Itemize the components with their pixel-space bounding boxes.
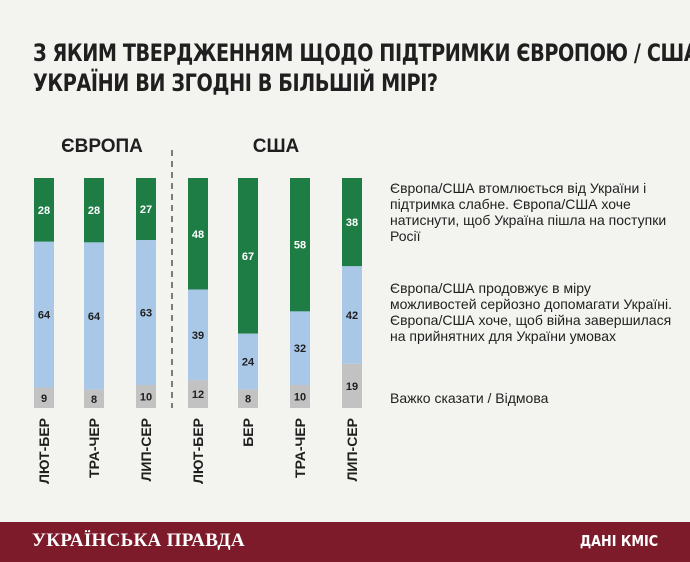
value-label-europe-2-tired: 28 — [88, 205, 100, 217]
bar-europe-1-hard — [34, 387, 54, 408]
bar-europe-3-hard — [136, 385, 156, 408]
value-label-europe-3-hard: 10 — [140, 392, 152, 404]
value-label-europe-1-hard: 9 — [41, 393, 47, 405]
category-label-europe-3: ЛИП-СЕР — [138, 418, 154, 481]
bar-usa-1-hard — [188, 380, 208, 408]
bar-usa-3-tired — [290, 178, 310, 312]
value-label-europe-1-continue: 64 — [38, 310, 51, 322]
category-label-usa-3: ТРА-ЧЕР — [292, 418, 308, 478]
category-label-usa-1: ЛЮТ-БЕР — [190, 418, 206, 484]
value-label-usa-4-hard: 19 — [346, 381, 358, 393]
legend-item-hard: Важко сказати / Відмова — [390, 390, 549, 406]
value-label-usa-3-hard: 10 — [294, 392, 306, 404]
value-label-usa-3-continue: 32 — [294, 343, 306, 355]
category-label-europe-1: ЛЮТ-БЕР — [36, 418, 52, 484]
value-label-usa-2-tired: 67 — [242, 251, 254, 263]
value-label-europe-2-continue: 64 — [88, 311, 101, 323]
value-label-usa-3-tired: 58 — [294, 240, 306, 252]
value-label-europe-3-tired: 27 — [140, 204, 152, 216]
bar-europe-2-hard — [84, 389, 104, 408]
bar-usa-4-continue — [342, 266, 362, 364]
footer: УКРАЇНСЬКА ПРАВДА ДАНІ КМІС — [0, 522, 690, 562]
value-label-usa-2-hard: 8 — [245, 394, 251, 406]
bar-europe-1-continue — [34, 241, 54, 388]
value-label-usa-2-continue: 24 — [242, 357, 255, 369]
data-source: ДАНІ КМІС — [579, 532, 658, 550]
bar-usa-1-continue — [188, 289, 208, 381]
chart-title-line-2: УКРАЇНИ ВИ ЗГОДНІ В БІЛЬШІЙ МІРІ? — [33, 69, 438, 97]
bar-usa-3-continue — [290, 311, 310, 385]
group-label-europe: ЄВРОПА — [61, 136, 143, 157]
bar-usa-4-hard — [342, 363, 362, 408]
legend-item-continue: Європа/США продовжує в міру можливостей … — [390, 280, 672, 344]
value-label-usa-4-continue: 42 — [346, 310, 358, 322]
bar-usa-4-tired — [342, 178, 362, 267]
group-label-usa: США — [253, 136, 300, 157]
bar-usa-2-tired — [238, 178, 258, 334]
bar-usa-2-continue — [238, 333, 258, 390]
category-label-usa-2: БЕР — [240, 418, 256, 447]
legend-item-tired: Європа/США втомлюється від України і під… — [390, 180, 667, 244]
bar-usa-1-tired — [188, 178, 208, 290]
bars-layer: 28 64 9 ЛЮТ-БЕР 28 64 8 ТРА-ЧЕР 27 63 10 ЛИП-СЕР 48 3… — [34, 178, 362, 484]
bar-europe-3-continue — [136, 240, 156, 385]
brand-logo: УКРАЇНСЬКА ПРАВДА — [32, 530, 245, 551]
value-label-europe-3-continue: 63 — [140, 308, 152, 320]
category-label-usa-4: ЛИП-СЕР — [344, 418, 360, 481]
bar-europe-3-tired — [136, 178, 156, 241]
bar-europe-2-continue — [84, 242, 104, 390]
bar-usa-2-hard — [238, 389, 258, 408]
value-label-usa-1-tired: 48 — [192, 229, 204, 241]
stacked-bar-chart: ЄВРОПА США 28 64 9 ЛЮТ-БЕР 28 64 8 ТРА-ЧЕР 27 63 1… — [34, 136, 362, 484]
value-label-usa-1-hard: 12 — [192, 389, 204, 401]
category-label-europe-2: ТРА-ЧЕР — [86, 418, 102, 478]
value-label-europe-2-hard: 8 — [91, 394, 97, 406]
value-label-europe-1-tired: 28 — [38, 205, 50, 217]
bar-europe-1-tired — [34, 178, 54, 242]
value-label-usa-1-continue: 39 — [192, 330, 204, 342]
bar-usa-3-hard — [290, 385, 310, 408]
value-label-usa-4-tired: 38 — [346, 217, 358, 229]
bar-europe-2-tired — [84, 178, 104, 243]
